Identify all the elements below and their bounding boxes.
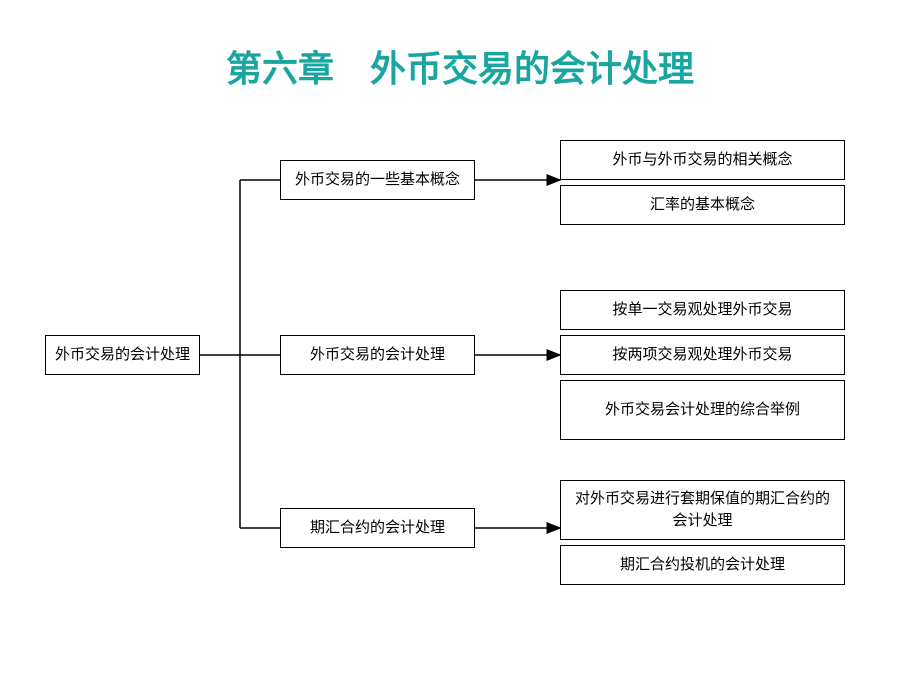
leaf-box-1: 外币与外币交易的相关概念	[560, 140, 845, 180]
chapter-title: 第六章 外币交易的会计处理	[90, 40, 830, 92]
leaf-box-4: 按两项交易观处理外币交易	[560, 335, 845, 375]
mid-box-2: 外币交易的会计处理	[280, 335, 475, 375]
leaf-box-2: 汇率的基本概念	[560, 185, 845, 225]
leaf-box-7: 期汇合约投机的会计处理	[560, 545, 845, 585]
leaf-label-6: 对外币交易进行套期保值的期汇合约的会计处理	[571, 488, 834, 533]
leaf-box-3: 按单一交易观处理外币交易	[560, 290, 845, 330]
leaf-label-2: 汇率的基本概念	[650, 194, 755, 217]
mid-box-3: 期汇合约的会计处理	[280, 508, 475, 548]
leaf-label-7: 期汇合约投机的会计处理	[620, 554, 785, 577]
leaf-label-5: 外币交易会计处理的综合举例	[605, 399, 800, 422]
leaf-box-5: 外币交易会计处理的综合举例	[560, 380, 845, 440]
leaf-label-4: 按两项交易观处理外币交易	[612, 344, 792, 367]
mid-label-2: 外币交易的会计处理	[310, 344, 445, 367]
root-box: 外币交易的会计处理	[45, 335, 200, 375]
mid-label-1: 外币交易的一些基本概念	[295, 169, 460, 192]
leaf-label-3: 按单一交易观处理外币交易	[612, 299, 792, 322]
root-label: 外币交易的会计处理	[55, 344, 190, 367]
mid-box-1: 外币交易的一些基本概念	[280, 160, 475, 200]
mid-label-3: 期汇合约的会计处理	[310, 517, 445, 540]
leaf-label-1: 外币与外币交易的相关概念	[612, 149, 792, 172]
leaf-box-6: 对外币交易进行套期保值的期汇合约的会计处理	[560, 480, 845, 540]
